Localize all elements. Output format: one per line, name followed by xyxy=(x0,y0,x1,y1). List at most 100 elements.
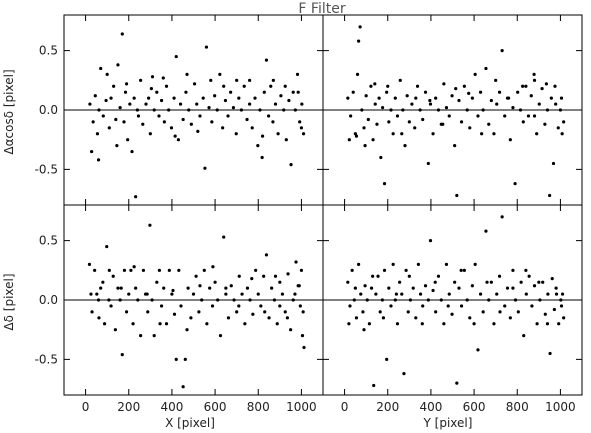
data-point xyxy=(155,280,159,284)
data-point xyxy=(185,72,189,76)
data-point xyxy=(105,244,109,249)
data-point xyxy=(559,96,564,100)
data-point xyxy=(444,106,449,110)
data-point xyxy=(389,304,393,308)
data-point xyxy=(202,268,206,272)
data-point xyxy=(420,322,424,326)
data-point xyxy=(260,134,265,138)
data-point xyxy=(549,96,553,100)
data-point xyxy=(423,284,428,288)
data-point xyxy=(489,98,493,103)
data-point xyxy=(382,268,387,272)
data-point xyxy=(243,322,247,326)
data-point xyxy=(88,102,92,106)
x-tick-label: 400 xyxy=(419,400,442,414)
data-point xyxy=(234,132,238,136)
data-point xyxy=(120,353,124,357)
data-point xyxy=(558,108,563,112)
data-point xyxy=(270,286,274,290)
data-point xyxy=(155,90,159,94)
data-point xyxy=(385,357,389,361)
data-point xyxy=(462,268,466,272)
data-point xyxy=(116,63,120,67)
data-point xyxy=(232,298,236,302)
data-point xyxy=(349,114,353,118)
data-point xyxy=(503,304,507,308)
data-point xyxy=(174,54,178,59)
data-point xyxy=(439,298,443,302)
data-point xyxy=(210,120,214,124)
data-point xyxy=(428,102,433,106)
data-point xyxy=(169,126,174,130)
data-point xyxy=(387,120,391,124)
data-point xyxy=(369,84,373,88)
data-point xyxy=(260,155,264,160)
data-point xyxy=(135,108,139,112)
data-point xyxy=(478,90,483,94)
data-point xyxy=(421,304,425,308)
data-point xyxy=(481,108,485,112)
data-point xyxy=(548,351,552,356)
data-point xyxy=(216,298,220,302)
data-point xyxy=(128,102,132,106)
data-point xyxy=(118,106,122,110)
data-point xyxy=(562,120,566,124)
data-point xyxy=(213,280,217,284)
data-point xyxy=(174,357,178,361)
data-point xyxy=(560,132,564,136)
data-point xyxy=(447,114,451,118)
data-point xyxy=(393,298,397,302)
data-point xyxy=(487,122,491,126)
data-point xyxy=(521,120,525,124)
data-point xyxy=(130,149,134,154)
x-tick-label: 200 xyxy=(376,400,399,414)
data-point xyxy=(218,72,222,76)
data-point xyxy=(200,298,204,302)
data-point xyxy=(271,78,275,82)
data-point xyxy=(273,274,278,278)
data-point xyxy=(495,292,499,296)
data-point xyxy=(186,286,190,290)
data-point xyxy=(551,161,556,166)
data-point xyxy=(240,292,244,296)
data-point xyxy=(99,286,103,290)
data-point xyxy=(191,292,196,296)
data-point xyxy=(405,94,409,98)
data-point xyxy=(386,84,390,88)
data-point xyxy=(267,316,271,320)
data-point xyxy=(195,102,199,106)
data-point xyxy=(404,268,408,272)
y-tick-label: 0.5 xyxy=(39,234,58,248)
data-point xyxy=(237,304,241,308)
data-point xyxy=(381,316,386,320)
data-point xyxy=(296,90,300,94)
data-point xyxy=(237,274,241,278)
data-point xyxy=(293,292,297,296)
data-point xyxy=(224,292,228,296)
data-point xyxy=(152,334,156,338)
data-point xyxy=(450,312,454,316)
data-point xyxy=(87,262,92,266)
y-tick-label: 0.0 xyxy=(39,103,58,117)
data-point xyxy=(402,372,406,376)
data-point xyxy=(96,158,101,162)
data-point xyxy=(147,96,151,100)
data-point xyxy=(272,298,277,302)
data-point xyxy=(455,381,459,385)
data-point xyxy=(207,106,211,110)
data-point xyxy=(559,298,563,302)
x-tick-label: 1000 xyxy=(286,400,317,414)
data-point xyxy=(134,195,138,199)
data-point xyxy=(256,144,260,148)
data-point xyxy=(231,106,236,110)
data-point xyxy=(487,298,491,302)
data-point xyxy=(521,84,525,88)
data-point xyxy=(189,316,193,320)
data-point xyxy=(365,298,369,302)
data-point xyxy=(541,280,545,284)
data-point xyxy=(301,310,305,314)
data-point xyxy=(374,292,378,296)
x-axis-label-left: X [pixel] xyxy=(165,416,215,430)
data-point xyxy=(357,39,361,43)
